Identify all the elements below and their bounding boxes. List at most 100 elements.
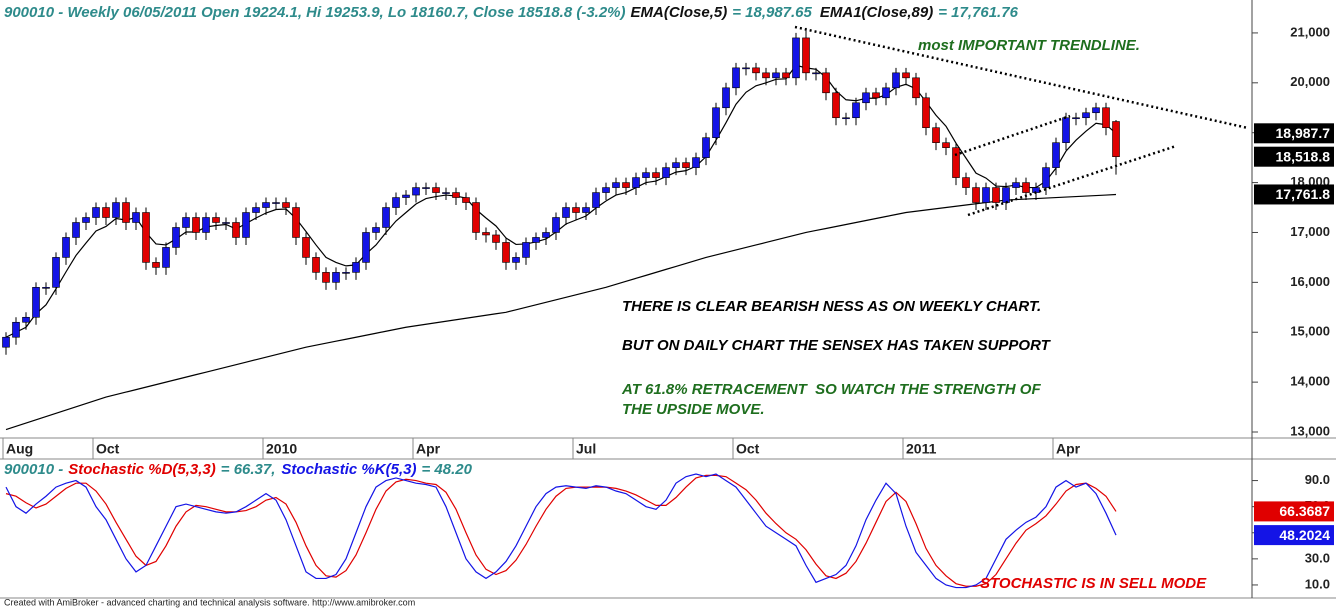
candle-body [682, 162, 690, 168]
x-tick-label: Aug [6, 441, 33, 457]
candle-body [962, 177, 970, 188]
value-tag [1254, 501, 1334, 522]
candle-body [262, 202, 270, 208]
candle-body [922, 97, 930, 129]
candle-body [1002, 187, 1010, 203]
candle-body [12, 321, 20, 338]
legend-value: = 48.20 [421, 461, 472, 478]
value-tag [1254, 146, 1334, 167]
legend-value: = 66.37, [221, 461, 276, 478]
candle-body [592, 192, 600, 208]
trendline [967, 144, 1177, 217]
candle-body [632, 177, 640, 188]
candle-body [852, 102, 860, 119]
candle-body [862, 92, 870, 104]
y-tick-label: 20,000 [1290, 74, 1330, 89]
candle-body [522, 242, 530, 258]
candle-body [1052, 142, 1060, 168]
annotation: THERE IS CLEAR BEARISH NESS AS ON WEEKLY… [622, 298, 1041, 315]
candle-body [442, 192, 450, 194]
annotation: STOCHASTIC IS IN SELL MODE [980, 575, 1207, 592]
candle-body [62, 237, 70, 258]
panel-header: 900010 - Stochastic %D(5,3,3) = 66.37, Stoc… [4, 461, 473, 478]
candle-body [202, 217, 210, 233]
candle-body [352, 262, 360, 273]
candle-body [222, 222, 230, 224]
candle-body [182, 217, 190, 228]
candle-body [162, 247, 170, 268]
candle-body [672, 162, 680, 168]
candle-body [392, 197, 400, 208]
legend-name: EMA(Close,5) [631, 4, 728, 21]
candle-body [52, 257, 60, 288]
candle-body [1012, 182, 1020, 188]
y-tick-label: 10.0 [1305, 576, 1330, 591]
candle-body [192, 217, 200, 233]
panel-title: 900010 - [4, 461, 63, 478]
candle-body [132, 212, 140, 223]
candle-body [562, 207, 570, 218]
candle-body [462, 197, 470, 203]
candle-body [72, 222, 80, 238]
candle-body [532, 237, 540, 243]
value-tag-label: 18,987.7 [1276, 125, 1331, 141]
candle-body [1082, 112, 1090, 119]
value-tag-label: 48.2024 [1279, 527, 1330, 543]
candle-body [112, 202, 120, 218]
candle-body [422, 187, 430, 189]
legend-name: EMA1(Close,89) [820, 4, 933, 21]
legend-name: Stochastic %D(5,3,3) [68, 461, 216, 478]
candle-body [372, 227, 380, 233]
candle-body [902, 72, 910, 79]
candle-body [2, 336, 10, 348]
series-line [5, 474, 1117, 587]
candle-body [292, 207, 300, 238]
y-tick-label: 30.0 [1305, 550, 1330, 565]
candle-body [572, 207, 580, 213]
candle-body [1092, 107, 1100, 114]
chart-title: 900010 - Weekly 06/05/2011 Open 19224.1,… [4, 4, 626, 21]
candle-body [752, 67, 760, 74]
candle-body [492, 234, 500, 243]
candle-body [612, 182, 620, 188]
candle-body [382, 207, 390, 228]
candle-body [822, 72, 830, 94]
candle-body [22, 316, 30, 323]
candle-body [402, 194, 410, 198]
candle-body [142, 212, 150, 263]
series-line [5, 64, 1117, 338]
candle-body [742, 67, 750, 70]
candle-body [232, 222, 240, 238]
candle-body [362, 232, 370, 263]
candle-body [792, 37, 800, 79]
y-tick-label: 21,000 [1290, 24, 1330, 39]
legend-value: = 18,987.65 [732, 4, 812, 21]
candle-body [712, 107, 720, 138]
x-tick-label: 2010 [266, 441, 297, 457]
candle-body [732, 67, 740, 89]
candle-body [882, 87, 890, 99]
candle-body [1112, 121, 1120, 158]
annotation: most IMPORTANT TRENDLINE. [918, 37, 1140, 54]
candle-body [812, 72, 820, 75]
candle-body [342, 272, 350, 274]
candle-body [642, 172, 650, 178]
candle-body [1022, 182, 1030, 193]
x-tick-label: Jul [576, 441, 596, 457]
candle-body [1062, 117, 1070, 143]
candle-body [302, 237, 310, 258]
candle-body [692, 157, 700, 168]
candle-body [582, 207, 590, 213]
candle-body [332, 272, 340, 283]
candle-body [152, 262, 160, 268]
candle-body [702, 137, 710, 158]
chart-header: 900010 - Weekly 06/05/2011 Open 19224.1,… [4, 4, 1019, 21]
candle-body [212, 217, 220, 223]
candle-body [912, 77, 920, 99]
candle-body [452, 192, 460, 198]
candle-body [772, 72, 780, 79]
candle-body [832, 92, 840, 119]
value-tag-label: 66.3687 [1279, 503, 1330, 519]
